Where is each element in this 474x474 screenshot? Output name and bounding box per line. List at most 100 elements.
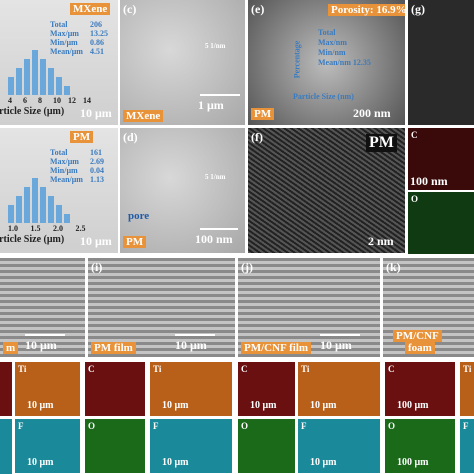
stat-text: Max/μm xyxy=(50,157,79,166)
eds-map: Ti 10 μm xyxy=(298,362,380,416)
scale-label: 10 μm xyxy=(175,338,207,352)
stat-text: Min/μm xyxy=(50,38,78,47)
tick-label: 4 xyxy=(8,96,12,105)
scale-label: 10 μm xyxy=(310,457,337,468)
tick-label: 1.5 xyxy=(30,224,41,233)
eds-map: C 100 μm xyxy=(385,362,455,416)
stat-text: Mean/nm 12.35 xyxy=(318,58,371,67)
tem-panel: (d) 5 1/nm pore PM 100 nm xyxy=(120,128,245,253)
panel-letter: (d) xyxy=(123,130,138,144)
scale-label: 10 μm xyxy=(320,338,352,352)
stat-text: Min/μm xyxy=(50,166,78,175)
tick-label: 14 xyxy=(83,96,91,105)
hist-bar xyxy=(40,59,46,95)
scale-label: 10 μm xyxy=(80,234,112,248)
tick-label: 6 xyxy=(23,96,27,105)
hist-bar xyxy=(48,68,54,95)
eds-map: F 10 μm xyxy=(298,419,380,473)
element-label: O xyxy=(388,421,396,431)
hist-bar xyxy=(16,196,22,223)
hrtem-panel: (f) PM 2 nm xyxy=(248,128,405,253)
element-label: C xyxy=(88,364,95,374)
sample-tag: MXene xyxy=(70,3,111,15)
histogram-panel: PM Total 161 Max/μm 2.69 Min/μm 0.04 Mean/μm 1.1… xyxy=(0,128,118,253)
scale-label: 10 μm xyxy=(162,457,189,468)
panel-letter: (g) xyxy=(411,2,425,16)
sample-tag: PM xyxy=(123,236,147,248)
sem-panel: (e) Porosity: 16.9% Total Max/nm Min/nm Mean/… xyxy=(248,0,405,125)
scale-bar xyxy=(25,334,65,336)
panel-letter: (e) xyxy=(251,2,265,16)
hist-bar xyxy=(64,214,70,223)
eds-map: Ti xyxy=(460,362,474,416)
scale-label: 10 μm xyxy=(250,400,277,411)
tick-label: 8 xyxy=(38,96,42,105)
sample-tag: PM film xyxy=(91,342,136,354)
scale-label: 10 μm xyxy=(310,400,337,411)
tick-label: 10 xyxy=(53,96,61,105)
element-label: F xyxy=(18,421,24,431)
panel-letter: (i) xyxy=(91,260,103,274)
annotation: pore xyxy=(128,210,150,222)
cross-section: m 10 μm xyxy=(0,258,85,357)
cross-section: (i) PM film 10 μm xyxy=(88,258,235,357)
hist-bar xyxy=(32,178,38,223)
eds-map: O 100 μm xyxy=(385,419,455,473)
panel-letter: (c) xyxy=(123,2,137,16)
element-label: Ti xyxy=(301,364,310,374)
scale-label: 100 μm xyxy=(397,400,429,411)
scale-label: 100 nm xyxy=(195,232,233,246)
eds-map: O xyxy=(85,419,145,473)
element-label: O xyxy=(411,194,419,204)
scale-label: 200 nm xyxy=(353,106,391,120)
porosity-label: Porosity: 16.9% xyxy=(328,4,405,16)
stat-text: 161 xyxy=(90,148,102,157)
scale-label: 10 μm xyxy=(80,106,112,120)
element-label: Ti xyxy=(18,364,27,374)
panel-letter: (f) xyxy=(251,130,263,144)
eds-map xyxy=(0,419,12,474)
hist-bar xyxy=(8,205,14,223)
hist-bar xyxy=(16,68,22,95)
tick-label: 2.5 xyxy=(75,224,86,233)
stat-text: Total xyxy=(318,28,336,37)
sample-tag: PM/CNF film xyxy=(241,342,312,354)
hist-bar xyxy=(64,86,70,95)
axis-label: Particle Size (nm) xyxy=(293,92,354,101)
hist-bar xyxy=(24,59,30,95)
stat-text: Max/μm xyxy=(50,29,79,38)
element-label: F xyxy=(153,421,159,431)
scale-label: 100 nm xyxy=(410,174,448,188)
tick-label: 12 xyxy=(68,96,76,105)
stat-text: Mean/μm xyxy=(50,175,83,184)
scale-label: 100 μm xyxy=(397,457,429,468)
stat-text: Max/nm xyxy=(318,38,347,47)
element-label: Ti xyxy=(463,364,472,374)
hist-bar xyxy=(56,205,62,223)
stat-text: Min/nm xyxy=(318,48,346,57)
sample-tag: m xyxy=(3,342,19,354)
tick-label: 1.0 xyxy=(8,224,18,233)
tem-panel: (c) 5 1/nm MXene 1 μm xyxy=(120,0,245,125)
sample-tag: MXene xyxy=(123,110,164,122)
element-label: C xyxy=(241,364,248,374)
sample-tag: PM/CNF xyxy=(393,330,442,342)
stat-text: Mean/μm xyxy=(50,47,83,56)
axis-label: Particle Size (μm) xyxy=(0,106,65,117)
hist-bar xyxy=(48,196,54,223)
stat-text: 206 xyxy=(90,20,102,29)
eds-map: F 10 μm xyxy=(150,419,232,473)
axis-label: Particle Size (μm) xyxy=(0,234,65,245)
hist-bar xyxy=(32,50,38,95)
hist-bar xyxy=(56,77,62,95)
hist-bar xyxy=(24,187,30,223)
stat-text: 2.69 xyxy=(90,157,104,166)
scale-label: 10 μm xyxy=(27,400,54,411)
stat-text: Total xyxy=(50,20,68,29)
histogram-panel: MXene Total 206 Max/μm 13.25 Min/μm 0.86 Mean/μ… xyxy=(0,0,118,125)
element-label: C xyxy=(388,364,395,374)
sample-tag: PM xyxy=(366,134,397,152)
element-label: F xyxy=(463,421,469,431)
eds-map: C 10 μm xyxy=(238,362,295,416)
element-label: O xyxy=(88,421,96,431)
